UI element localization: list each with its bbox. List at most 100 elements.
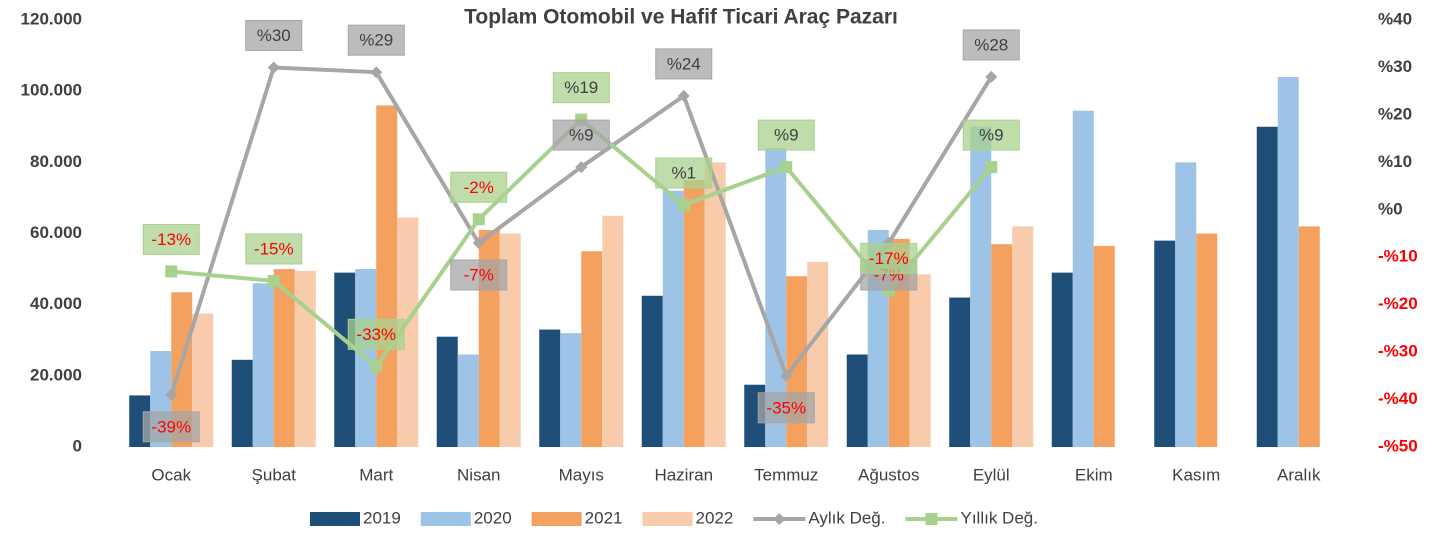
y2-tick-label: %40: [1378, 9, 1412, 28]
x-tick-label: Eylül: [973, 465, 1010, 484]
bar: [273, 269, 295, 447]
legend-label: Aylık Değ.: [808, 508, 885, 527]
value-label-box: [552, 119, 610, 151]
y2-tick-label: -%50: [1378, 436, 1418, 455]
marker: [677, 199, 690, 212]
x-tick-label: Mart: [359, 465, 393, 484]
bar: [909, 274, 931, 447]
y2-tick-label: -%10: [1378, 247, 1418, 266]
bar: [1154, 240, 1176, 447]
x-tick-label: Mayıs: [559, 465, 604, 484]
value-label: %9: [979, 126, 1004, 145]
bar: [252, 283, 274, 447]
bar: [1093, 245, 1115, 447]
y-tick-label: 0: [73, 436, 82, 455]
bar: [1298, 226, 1320, 447]
bar: [765, 148, 787, 447]
value-label: %9: [569, 126, 594, 145]
value-label: %1: [671, 164, 696, 183]
value-label-box: [552, 72, 610, 104]
y2-tick-label: %10: [1378, 152, 1412, 171]
bar: [397, 217, 419, 447]
legend-label: 2021: [585, 508, 623, 527]
bar: [1012, 226, 1034, 447]
value-label: -33%: [356, 325, 396, 344]
bar: [231, 359, 253, 447]
value-label-box: [245, 19, 303, 51]
legend-label: Yıllık Değ.: [960, 508, 1037, 527]
y2-tick-label: -%20: [1378, 294, 1418, 313]
legend-swatch: [531, 512, 582, 526]
x-tick-label: Kasım: [1172, 465, 1220, 484]
y-tick-label: 100.000: [21, 81, 82, 100]
value-label: %30: [257, 26, 291, 45]
marker: [472, 236, 485, 249]
value-label-box: [962, 29, 1020, 61]
value-label: -13%: [151, 230, 191, 249]
y2-tick-label: %20: [1378, 104, 1412, 123]
value-label-box: [757, 119, 815, 151]
value-label: %24: [667, 54, 701, 73]
marker: [370, 360, 383, 373]
value-label: %19: [564, 78, 598, 97]
value-label-box: [450, 171, 508, 203]
y2-tick-label: %0: [1378, 199, 1403, 218]
y2-tick-label: %30: [1378, 57, 1412, 76]
x-tick-label: Ağustos: [858, 465, 919, 484]
y-tick-label: 120.000: [21, 9, 82, 28]
value-label-box: [655, 48, 713, 80]
bar: [1072, 110, 1094, 448]
bar: [641, 295, 663, 447]
bar: [602, 215, 624, 447]
marker: [267, 274, 280, 287]
value-label-box: [962, 119, 1020, 151]
value-label: -39%: [151, 417, 191, 436]
y-tick-label: 80.000: [30, 152, 82, 171]
bar: [581, 251, 603, 447]
x-tick-label: Haziran: [654, 465, 713, 484]
marker: [165, 265, 178, 278]
bar: [846, 354, 868, 447]
marker: [780, 369, 793, 382]
bar: [1277, 76, 1299, 447]
value-label: -2%: [464, 178, 494, 197]
value-label-box: [757, 392, 815, 424]
value-label: -17%: [869, 249, 909, 268]
chart-title: Toplam Otomobil ve Hafif Ticari Araç Paz…: [464, 6, 898, 29]
marker: [370, 66, 383, 79]
bar: [1196, 233, 1218, 447]
value-label-box: [655, 157, 713, 189]
value-label: -7%: [464, 265, 494, 284]
marker: [165, 388, 178, 401]
value-label-box: [142, 411, 200, 443]
marker: [267, 61, 280, 74]
x-tick-label: Temmuz: [754, 465, 818, 484]
value-label-box: [347, 318, 405, 350]
x-tick-label: Aralık: [1277, 465, 1321, 484]
legend-label: 2020: [474, 508, 512, 527]
bar: [1256, 126, 1278, 447]
marker: [985, 161, 998, 174]
x-tick-label: Şubat: [252, 465, 297, 484]
bar: [457, 354, 479, 447]
marker: [575, 161, 588, 174]
marker: [780, 161, 793, 174]
value-label-box: [245, 233, 303, 265]
bar: [171, 292, 193, 447]
bar: [334, 272, 356, 447]
marker: [985, 70, 998, 83]
marker: [472, 213, 485, 226]
legend-marker: [773, 513, 786, 525]
x-tick-label: Nisan: [457, 465, 500, 484]
marker: [677, 89, 690, 102]
y-tick-label: 40.000: [30, 294, 82, 313]
bar: [539, 329, 561, 447]
x-tick-label: Ocak: [151, 465, 191, 484]
legend-swatch: [310, 512, 360, 526]
y-tick-label: 60.000: [30, 223, 82, 242]
y2-tick-label: -%30: [1378, 342, 1418, 361]
x-tick-label: Ekim: [1075, 465, 1113, 484]
legend-swatch: [420, 512, 471, 526]
value-label-box: [450, 259, 508, 291]
bar: [436, 336, 458, 447]
